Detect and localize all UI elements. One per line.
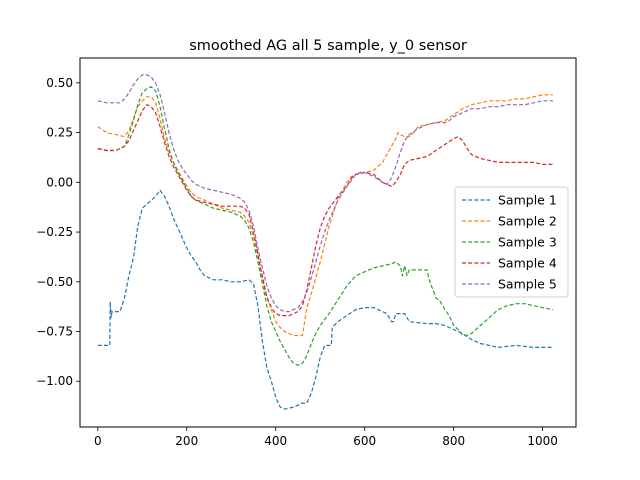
series-layer (97, 74, 554, 410)
y-tick-label: 0.00 (46, 175, 73, 189)
legend-box (454, 186, 569, 298)
y-tick-label: 0.50 (46, 76, 73, 90)
y-tick-label: 0.25 (46, 126, 73, 140)
legend: Sample 1 Sample 2 Sample 3 Sample 4 Sample 5 (454, 186, 569, 298)
legend-label-sample-4: Sample 4 (498, 256, 557, 271)
y-tick-label: −0.75 (36, 325, 73, 339)
x-tick-label: 200 (175, 434, 198, 448)
series-line-sample-4 (97, 104, 553, 317)
series-line-sample-2 (97, 94, 553, 337)
y-axis: 0.50 0.25 0.00 −0.25 −0.50 −0.75 −1.00 (36, 76, 80, 388)
series-line-sample-1 (97, 189, 553, 410)
y-tick-label: −0.25 (36, 225, 73, 239)
plot-frame (79, 57, 577, 428)
legend-label-sample-5: Sample 5 (498, 277, 557, 292)
x-tick-label: 800 (442, 434, 465, 448)
x-tick-label: 400 (264, 434, 287, 448)
legend-label-sample-2: Sample 2 (498, 214, 557, 229)
y-tick-label: −1.00 (36, 374, 73, 388)
y-tick-label: −0.50 (36, 275, 73, 289)
x-tick-label: 0 (94, 434, 102, 448)
x-tick-label: 1000 (527, 434, 558, 448)
legend-label-sample-3: Sample 3 (498, 235, 557, 250)
series-line-sample-3 (97, 86, 554, 366)
legend-label-sample-1: Sample 1 (498, 193, 557, 208)
x-axis: 0 200 400 600 800 1000 (94, 427, 558, 448)
chart-title: smoothed AG all 5 sample, y_0 sensor (189, 38, 467, 54)
series-line-sample-5 (97, 74, 553, 313)
x-tick-label: 600 (353, 434, 376, 448)
